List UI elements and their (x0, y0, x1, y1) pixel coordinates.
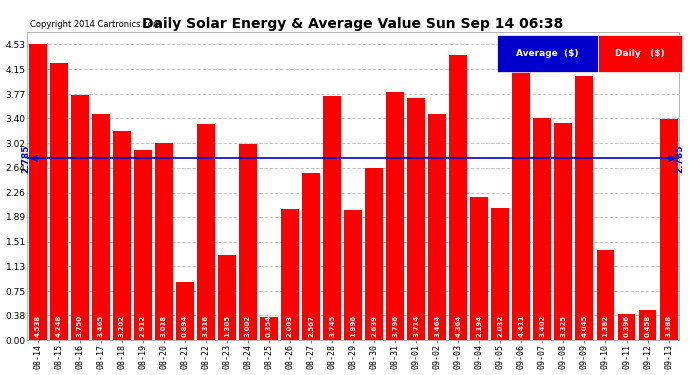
Bar (513, 52, 531, 340)
Text: 0.396: 0.396 (624, 315, 629, 337)
Bar (365, 168, 383, 340)
Text: 0.894: 0.894 (181, 315, 188, 337)
Bar (344, 210, 362, 340)
Bar (260, 317, 278, 340)
Bar (575, 76, 593, 340)
Bar (660, 119, 678, 340)
Text: 3.714: 3.714 (413, 315, 419, 337)
FancyBboxPatch shape (497, 35, 598, 72)
Bar (428, 114, 446, 340)
Bar (555, 123, 572, 340)
Bar (471, 197, 489, 340)
Text: 3.745: 3.745 (329, 315, 335, 337)
Bar (50, 63, 68, 340)
Bar (618, 314, 635, 340)
Text: 4.045: 4.045 (582, 315, 587, 337)
Bar (302, 172, 320, 340)
Text: 4.538: 4.538 (34, 315, 41, 337)
Text: 2.785: 2.785 (21, 144, 30, 172)
FancyBboxPatch shape (598, 35, 682, 72)
Text: 3.402: 3.402 (540, 315, 545, 337)
Bar (386, 92, 404, 340)
Bar (70, 95, 88, 340)
Bar (134, 150, 152, 340)
Text: 2.003: 2.003 (287, 315, 293, 337)
Text: 0.354: 0.354 (266, 315, 272, 337)
Bar (407, 98, 425, 340)
Text: 2.912: 2.912 (140, 315, 146, 337)
Text: 3.796: 3.796 (392, 315, 398, 337)
Text: 2.032: 2.032 (497, 315, 503, 337)
Bar (176, 282, 194, 340)
Text: 3.002: 3.002 (245, 315, 251, 337)
Text: Copyright 2014 Cartronics.com: Copyright 2014 Cartronics.com (30, 20, 161, 29)
Bar (197, 124, 215, 340)
Text: 3.464: 3.464 (434, 315, 440, 337)
Text: 4.411: 4.411 (518, 315, 524, 337)
Text: 1.996: 1.996 (350, 315, 356, 337)
Bar (155, 143, 172, 340)
Text: 3.202: 3.202 (119, 315, 125, 337)
Text: 3.750: 3.750 (77, 315, 83, 337)
Text: 3.316: 3.316 (203, 315, 209, 337)
Text: 0.458: 0.458 (644, 315, 651, 337)
Bar (491, 207, 509, 340)
Bar (449, 55, 467, 340)
Text: 3.018: 3.018 (161, 315, 167, 337)
Bar (638, 310, 656, 340)
Bar (281, 210, 299, 340)
Bar (323, 96, 341, 340)
Text: 2.567: 2.567 (308, 315, 314, 337)
Text: 3.465: 3.465 (98, 315, 104, 337)
Bar (533, 118, 551, 340)
Bar (218, 255, 236, 340)
Text: Average  ($): Average ($) (516, 49, 579, 58)
Bar (92, 114, 110, 340)
Text: 2.194: 2.194 (476, 315, 482, 337)
Text: 4.364: 4.364 (455, 315, 461, 337)
Bar (112, 131, 130, 340)
Text: 3.325: 3.325 (560, 315, 566, 337)
Title: Daily Solar Energy & Average Value Sun Sep 14 06:38: Daily Solar Energy & Average Value Sun S… (142, 17, 564, 31)
Bar (597, 250, 614, 340)
Bar (239, 144, 257, 340)
Text: 3.388: 3.388 (666, 315, 671, 337)
Text: 1.382: 1.382 (602, 315, 609, 337)
Text: 2.785: 2.785 (676, 144, 684, 172)
Text: 1.305: 1.305 (224, 315, 230, 337)
Text: 4.248: 4.248 (56, 315, 61, 337)
Text: Daily   ($): Daily ($) (615, 49, 664, 58)
Bar (29, 44, 46, 340)
Text: 2.639: 2.639 (371, 315, 377, 337)
